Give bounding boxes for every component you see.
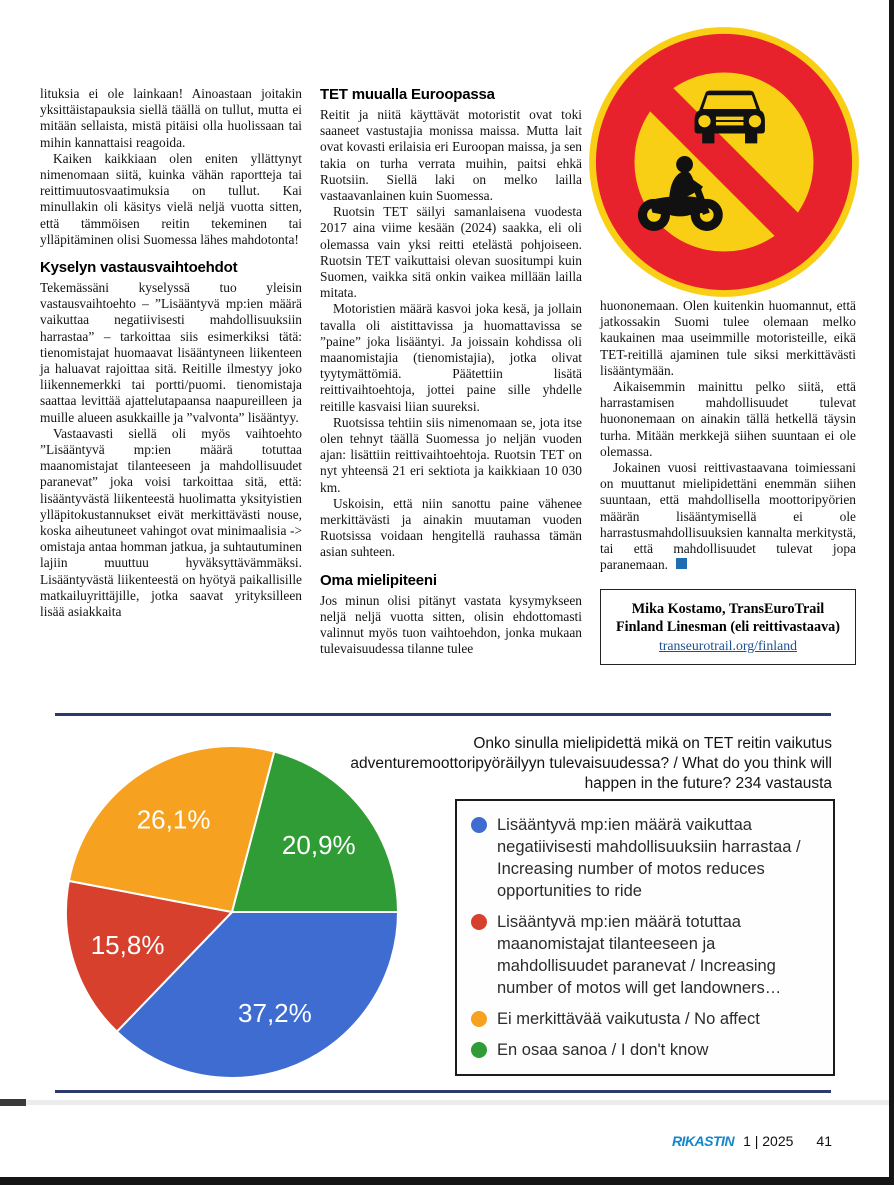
legend-color-dot [471,914,487,930]
body-paragraph: Jos minun olisi pitänyt vastata kysymyks… [320,592,582,657]
legend-item: En osaa sanoa / I don't know [471,1039,817,1061]
scan-artifact-line [0,1100,894,1105]
author-box: Mika Kostamo, TransEuroTrail Finland Lin… [600,589,856,666]
chart-legend: Lisääntyvä mp:ien määrä vaikuttaa negati… [455,799,835,1076]
legend-label: Lisääntyvä mp:ien määrä vaikuttaa negati… [497,816,801,900]
section-divider-bottom [55,1090,831,1093]
pie-slice-label: 15,8% [91,930,165,960]
page-edge-bottom [0,1177,894,1185]
body-paragraph: huononemaan. Olen kuitenkin huomannut, e… [600,298,856,378]
body-paragraph: Reitit ja niitä käyttävät motoristit ova… [320,107,582,204]
scan-artifact-mark [0,1099,26,1106]
body-paragraph: Aikaisemmin mainittu pelko siitä, että h… [600,379,856,459]
body-paragraph: Jokainen vuosi reittivastaavana toimiess… [600,460,856,573]
legend-label: En osaa sanoa / I don't know [497,1041,709,1059]
legend-color-dot [471,1011,487,1027]
page-edge-right [889,0,894,1185]
body-paragraph: Uskoisin, että niin sanottu paine vähene… [320,495,582,560]
legend-item: Ei merkittävää vaikutusta / No affect [471,1008,817,1030]
author-website-link[interactable]: transeurotrail.org/finland [658,638,798,654]
article-column-2: TET muualla Euroopassa Reitit ja niitä k… [320,86,582,658]
section-heading-kyselyn-vastausvaihtoehdot: Kyselyn vastausvaihtoehdot [40,259,238,277]
magazine-name: RIKASTIN [671,1133,735,1149]
prohibition-sign-icon [589,27,859,297]
body-paragraph: lituksia ei ole lainkaan! Ainoastaan joi… [40,86,302,150]
legend-label: Ei merkittävää vaikutusta / No affect [497,1010,760,1028]
body-paragraph: Ruotsin TET säilyi samanlaisena vuodesta… [320,204,582,301]
body-paragraph: Tekemässäni kyselyssä tuo yleisin vastau… [40,280,302,425]
article-column-3: huononemaan. Olen kuitenkin huomannut, e… [600,298,856,666]
motorcycle-icon [637,155,723,231]
page-footer: RIKASTIN 1 | 2025 41 [672,1133,832,1149]
legend-color-dot [471,817,487,833]
pie-slice-label: 26,1% [137,804,211,834]
author-role: Finland Linesman (eli reittivastaava) [616,619,840,636]
article-column-1: lituksia ei ole lainkaan! Ainoastaan joi… [40,86,302,620]
section-heading-oma-mielipiteeni: Oma mielipiteeni [320,571,437,589]
page-number: 41 [816,1133,832,1149]
no-motor-vehicles-sign [588,26,860,298]
body-paragraph: Ruotsissa tehtiin siis nimenomaan se, jo… [320,414,582,495]
pie-slice-label: 37,2% [238,998,312,1028]
chart-title: Onko sinulla mielipidettä mikä on TET re… [350,735,832,792]
section-divider-top [55,713,831,716]
legend-label: Lisääntyvä mp:ien määrä totuttaa maanomi… [497,913,782,997]
pie-slice [67,745,276,914]
legend-color-dot [471,1042,487,1058]
pie-chart: 37,2% 15,8% 26,1% 20,9% [64,745,400,1079]
legend-item: Lisääntyvä mp:ien määrä totuttaa maanomi… [471,911,817,999]
pie-slice-label: 20,9% [282,830,356,860]
legend-item: Lisääntyvä mp:ien määrä vaikuttaa negati… [471,814,817,902]
pie-slice [230,750,400,913]
body-paragraph-text: Jokainen vuosi reittivastaavana toimiess… [600,460,856,573]
body-paragraph: Motoristien määrä kasvoi joka kesä, ja j… [320,301,582,414]
author-name: Mika Kostamo, TransEuroTrail [631,601,825,618]
pie-slice [64,879,235,1034]
car-icon [694,90,765,144]
issue-label: 1 | 2025 [743,1133,794,1149]
end-of-article-marker [676,558,688,570]
body-paragraph: Kaiken kaikkiaan olen eniten yllättynyt … [40,150,302,247]
body-paragraph: Vastaavasti siellä oli myös vaihtoehto ”… [40,425,302,620]
section-heading-tet-muualla-euroopassa: TET muualla Euroopassa [320,86,495,103]
pie-slice [115,911,400,1079]
